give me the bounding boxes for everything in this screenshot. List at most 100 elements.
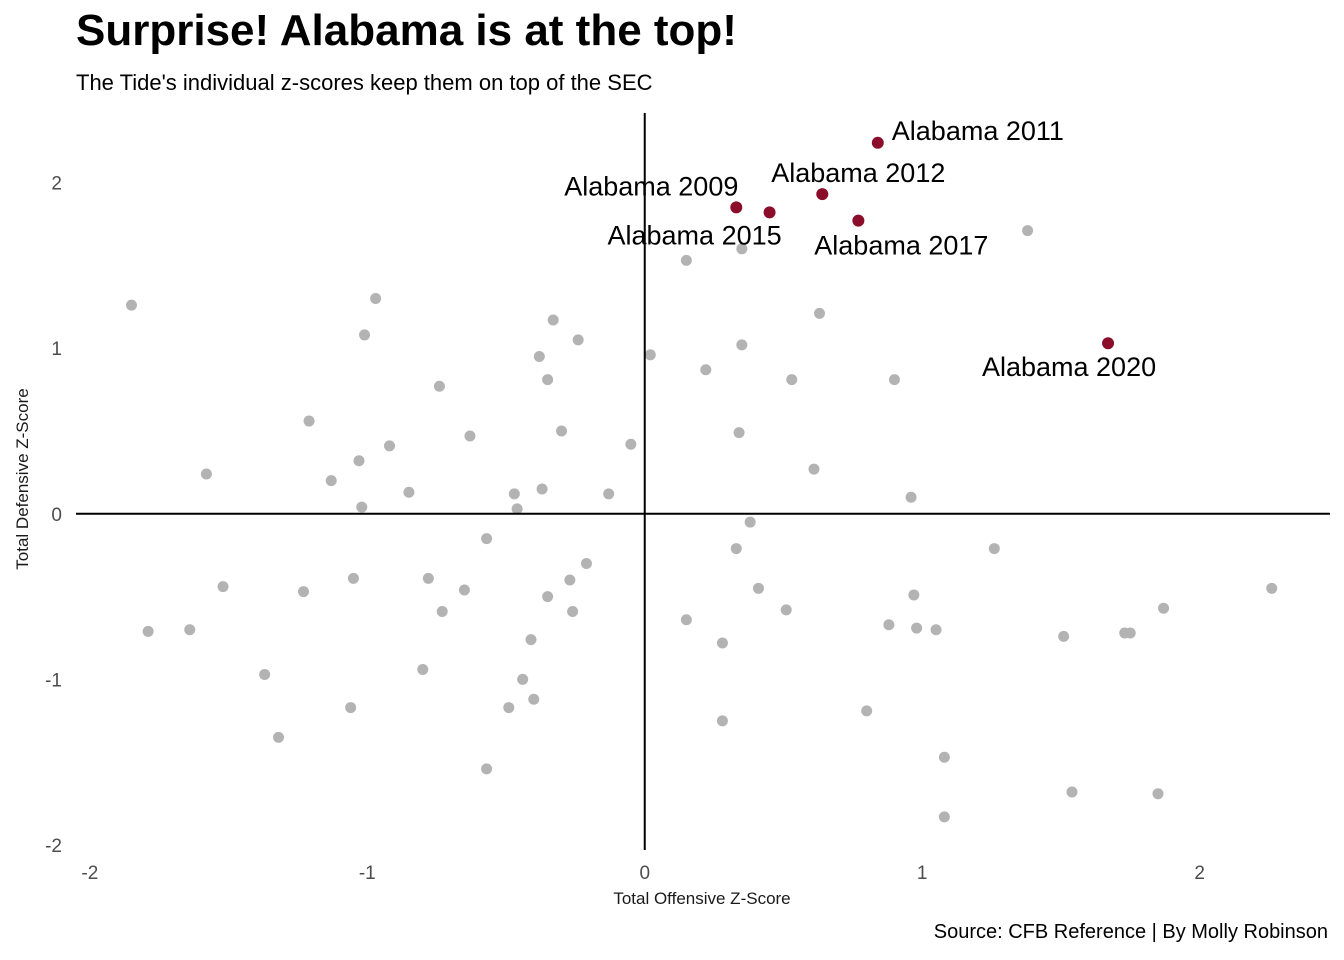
data-point <box>1058 630 1070 642</box>
point-label: Alabama 2020 <box>982 352 1156 382</box>
data-point <box>733 427 745 439</box>
data-point <box>464 430 476 442</box>
highlight-layer: Alabama 2011 Alabama 2012 Alabama 2009 Alab… <box>564 116 1156 382</box>
data-point <box>422 572 434 584</box>
data-point <box>883 619 895 631</box>
data-point <box>536 483 548 495</box>
data-point <box>353 455 365 467</box>
data-point <box>542 374 554 386</box>
data-point <box>200 468 212 480</box>
data-point <box>786 374 798 386</box>
data-point <box>730 543 742 555</box>
chart-title: Surprise! Alabama is at the top! <box>76 6 737 55</box>
x-tick-label: -2 <box>81 863 98 884</box>
data-point <box>417 663 429 675</box>
data-point <box>517 673 529 685</box>
data-point <box>217 581 229 593</box>
data-point <box>780 604 792 616</box>
data-point <box>433 380 445 392</box>
data-point <box>1158 602 1170 614</box>
data-point <box>1266 582 1278 594</box>
data-point <box>700 364 712 376</box>
data-point <box>1022 225 1034 237</box>
highlighted-point <box>763 206 776 219</box>
data-point <box>1124 627 1136 639</box>
data-point <box>930 624 942 636</box>
chart-subtitle: The Tide's individual z-scores keep them… <box>76 70 653 95</box>
data-point <box>184 624 196 636</box>
x-axis-ticks: -2 -1 0 1 2 <box>81 863 1204 884</box>
data-point <box>716 715 728 727</box>
data-point <box>511 503 523 515</box>
data-point <box>556 425 568 437</box>
data-point <box>716 637 728 649</box>
x-axis-title: Total Offensive Z-Score <box>613 889 790 908</box>
data-point <box>572 334 584 346</box>
data-point <box>547 314 559 326</box>
highlighted-point <box>1102 337 1115 350</box>
data-point <box>436 606 448 618</box>
data-point <box>938 751 950 763</box>
x-tick-label: -1 <box>359 863 376 884</box>
data-point <box>564 574 576 586</box>
data-point <box>814 307 826 319</box>
data-point <box>142 625 154 637</box>
data-point <box>533 350 545 362</box>
data-point <box>125 299 137 311</box>
highlighted-point <box>730 201 743 214</box>
data-point <box>273 731 285 743</box>
data-point <box>356 501 368 513</box>
y-tick-label: -2 <box>45 836 62 857</box>
points-layer <box>125 225 1278 823</box>
data-point <box>359 329 371 341</box>
data-point <box>603 488 615 500</box>
y-tick-label: -1 <box>45 670 62 691</box>
data-point <box>503 702 515 714</box>
data-point <box>736 243 748 255</box>
y-axis-title: Total Defensive Z-Score <box>13 388 32 569</box>
data-point <box>580 557 592 569</box>
data-point <box>528 693 540 705</box>
x-tick-label: 0 <box>639 863 650 884</box>
data-point <box>303 415 315 427</box>
x-tick-label: 1 <box>917 863 928 884</box>
data-point <box>680 614 692 626</box>
data-point <box>938 811 950 823</box>
data-point <box>370 292 382 304</box>
data-point <box>736 339 748 351</box>
data-point <box>458 584 470 596</box>
data-point <box>542 591 554 603</box>
data-point <box>888 374 900 386</box>
data-point <box>988 543 1000 555</box>
point-label: Alabama 2011 <box>892 116 1064 146</box>
data-point <box>861 705 873 717</box>
point-label: Alabama 2012 <box>771 158 945 188</box>
data-point <box>508 488 520 500</box>
point-label: Alabama 2017 <box>814 231 988 261</box>
data-point <box>752 582 764 594</box>
data-point <box>808 463 820 475</box>
data-point <box>347 572 359 584</box>
data-point <box>567 606 579 618</box>
highlighted-point <box>871 136 884 149</box>
data-point <box>908 589 920 601</box>
data-point <box>403 486 415 498</box>
data-point <box>1152 788 1164 800</box>
data-point <box>325 475 337 487</box>
data-point <box>384 440 395 452</box>
data-point <box>625 438 637 450</box>
data-point <box>680 254 692 266</box>
data-point <box>525 634 537 646</box>
point-label: Alabama 2009 <box>564 171 738 201</box>
y-tick-label: 0 <box>51 505 62 526</box>
data-point <box>481 763 493 775</box>
data-point <box>345 702 357 714</box>
source-caption: Source: CFB Reference | By Molly Robinso… <box>933 921 1328 943</box>
y-tick-label: 2 <box>51 174 62 195</box>
data-point <box>1066 786 1078 798</box>
highlighted-point <box>816 188 829 201</box>
data-point <box>744 516 756 528</box>
y-axis-ticks: -2 -1 0 1 2 <box>45 174 62 857</box>
data-point <box>481 533 493 545</box>
